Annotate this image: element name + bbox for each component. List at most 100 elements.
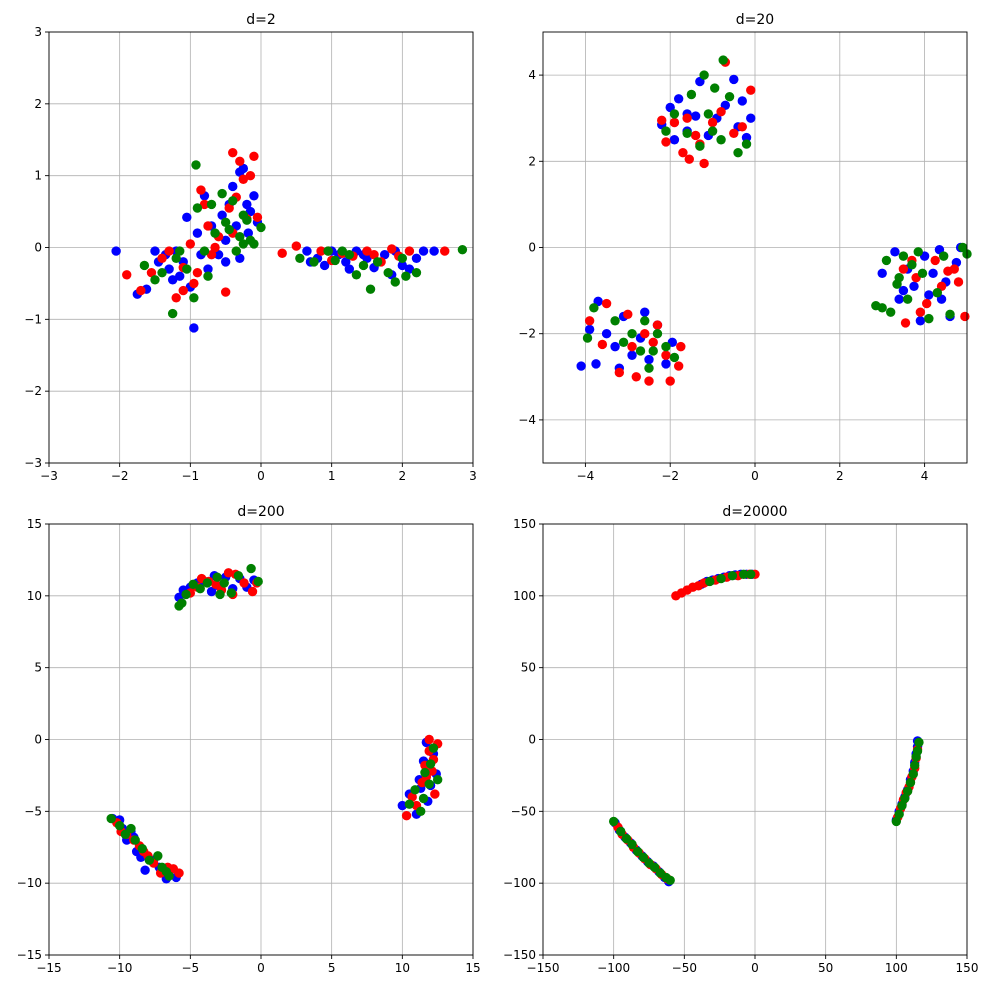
scatter-point (231, 246, 241, 256)
scatter-point (330, 255, 340, 266)
scatter-point (182, 264, 192, 274)
y-tick-label: 5 (34, 661, 42, 675)
scatter-point (397, 260, 408, 271)
scatter-point (247, 586, 258, 597)
scatter-point (891, 816, 902, 827)
scatter-point (177, 598, 187, 608)
scatter-point (189, 278, 199, 289)
x-tick-label: −1 (181, 469, 199, 483)
scatter-point (217, 210, 227, 220)
scatter-point (729, 128, 739, 138)
scatter-point (106, 813, 116, 824)
scatter-point (220, 287, 231, 297)
y-tick-label: −3 (24, 456, 42, 470)
scatter-point (584, 324, 595, 335)
scatter-point (239, 578, 249, 588)
subplot-title: d=20 (736, 12, 774, 28)
scatter-point (897, 800, 907, 811)
subplot-1: −3 −2 −1 0 1 2 3 −3 −2 −1 0 1 2 3 d=2 (24, 12, 477, 483)
scatter-point (383, 267, 393, 278)
y-tick-label: −100 (503, 876, 536, 890)
y-tick-label: 150 (513, 517, 536, 531)
scatter-point (126, 823, 136, 834)
scatter-point (428, 743, 439, 753)
scatter-point (203, 271, 213, 281)
scatter-point (665, 875, 675, 885)
scatter-point (912, 746, 923, 756)
scatter-point (238, 239, 249, 249)
scatter-point (614, 367, 625, 378)
scatter-point (226, 588, 237, 598)
scatter-point (661, 137, 671, 147)
scatter-point (199, 199, 210, 210)
scatter-point (960, 311, 970, 322)
y-tick-label: −50 (511, 804, 536, 818)
subplot-3: −15 −10 −5 0 5 10 15 −15 −10 −5 0 5 10 15 d=200 (17, 504, 481, 975)
scatter-point (885, 307, 896, 317)
y-tick-label: 0 (528, 241, 536, 255)
scatter-point (302, 246, 312, 256)
scatter-point (898, 285, 909, 296)
scatter-point (877, 303, 887, 313)
scatter-point (192, 267, 203, 278)
y-tick-label: 3 (34, 25, 42, 39)
scatter-point (695, 141, 705, 151)
scatter-point (733, 147, 743, 158)
scatter-point (171, 293, 181, 303)
scatter-point (690, 130, 701, 141)
subplot-title: d=20000 (722, 504, 787, 520)
scatter-point (401, 810, 412, 821)
scatter-point (178, 285, 188, 296)
scatter-point (432, 775, 443, 785)
scatter-point (175, 271, 185, 281)
scatter-point (195, 583, 205, 594)
scatter-point (703, 109, 714, 119)
y-tick-label: 0 (34, 241, 42, 255)
scatter-point (223, 568, 234, 578)
scatter-point (253, 576, 263, 587)
scatter-point (365, 284, 376, 294)
scatter-point (686, 89, 697, 100)
scatter-point (727, 571, 738, 581)
scatter-point (618, 337, 629, 348)
x-tick-label: 10 (395, 961, 410, 975)
scatter-point (344, 264, 355, 274)
scatter-point (746, 113, 756, 123)
scatter-point (235, 156, 245, 166)
scatter-point (341, 257, 351, 267)
scatter-point (411, 267, 422, 278)
scatter-point (627, 350, 637, 360)
x-tick-label: −150 (527, 961, 560, 975)
scatter-point (894, 809, 904, 819)
series-3 (582, 55, 972, 373)
scatter-point (601, 298, 612, 309)
scatter-point (676, 341, 686, 352)
scatter-point (424, 779, 434, 789)
scatter-point (277, 248, 287, 258)
scatter-point (900, 318, 911, 328)
scatter-point (640, 329, 650, 339)
scatter-point (917, 268, 928, 279)
scatter-point (425, 759, 436, 769)
scatter-point (220, 235, 231, 246)
scatter-point (669, 135, 680, 145)
scatter-point (684, 154, 694, 164)
scatter-point (206, 586, 217, 597)
scatter-point (245, 206, 256, 217)
scatter-point (682, 113, 692, 123)
scatter-point (608, 816, 619, 827)
scatter-point (418, 793, 429, 804)
scatter-point (161, 866, 172, 877)
scatter-point (401, 271, 411, 281)
scatter-point (932, 288, 943, 298)
x-tick-label: 0 (751, 469, 759, 483)
scatter-point (410, 785, 420, 795)
scatter-point (137, 843, 147, 854)
scatter-point (130, 835, 140, 845)
scatter-point (167, 275, 178, 285)
scatter-point (120, 829, 131, 840)
scatter-point (638, 852, 649, 863)
scatter-point (949, 264, 959, 274)
scatter-point (915, 316, 926, 326)
